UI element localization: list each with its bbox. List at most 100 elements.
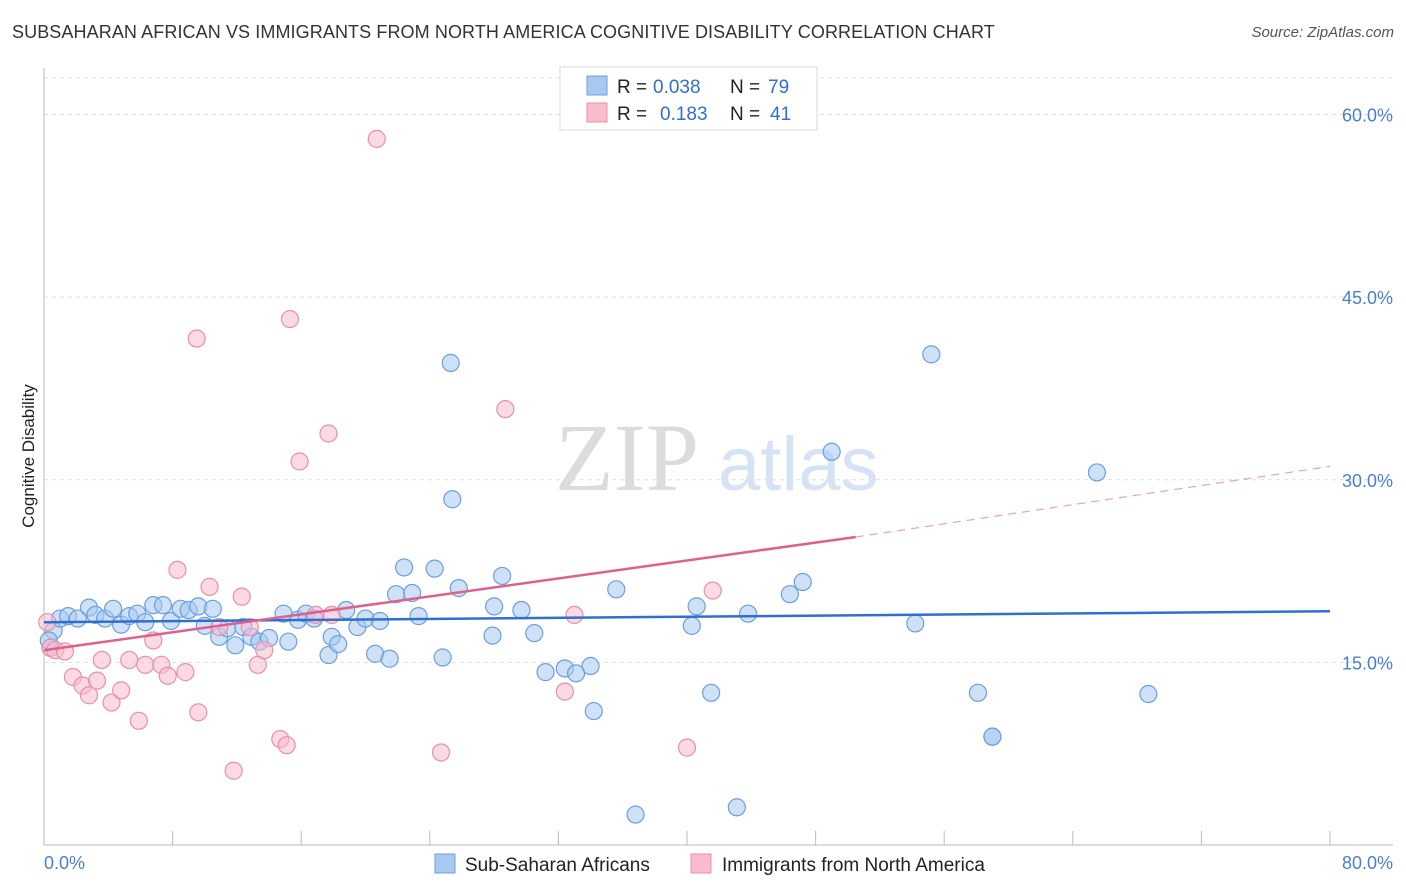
series-1-point — [443, 490, 462, 509]
chart-source: Source: ZipAtlas.com — [1251, 24, 1394, 41]
series-1-point — [906, 614, 925, 633]
series-2-point — [232, 587, 251, 606]
series-1-point — [1139, 684, 1158, 704]
series-1-point — [279, 632, 298, 651]
series-1-point — [968, 683, 988, 702]
series-1-point — [485, 597, 504, 616]
series-1-point — [483, 626, 502, 645]
series-1-point — [226, 636, 245, 655]
series-1-point — [409, 607, 428, 626]
series-2-point — [112, 681, 131, 700]
series-2-point — [280, 309, 300, 329]
series-2-trend-extension — [855, 465, 1331, 538]
series-2-point — [187, 329, 206, 348]
series-1-point — [983, 727, 1002, 746]
series-1-point — [727, 798, 746, 817]
legend-r-value-2: 0.183 — [660, 104, 708, 125]
series-2-point — [92, 650, 111, 670]
series-1-point — [687, 597, 706, 616]
legend-swatch-pink — [586, 102, 608, 123]
series-1-point — [1087, 463, 1107, 482]
series-legend: Sub-Saharan Africans Immigrants from Nor… — [434, 853, 985, 876]
series-2-point — [290, 452, 309, 471]
watermark-zip: ZIP — [555, 404, 699, 511]
data-points — [38, 129, 1158, 824]
series-1-point — [682, 616, 701, 635]
series-1-point — [370, 611, 390, 631]
series-1-point — [822, 442, 841, 461]
axes — [43, 68, 1393, 846]
series-1-point — [738, 604, 758, 623]
series-1-point — [584, 701, 603, 721]
series-2-point — [158, 666, 177, 685]
watermark: ZIP atlas — [555, 404, 879, 511]
watermark-atlas: atlas — [718, 422, 879, 507]
series-1-point — [425, 559, 444, 578]
legend-n-label-2: N = — [730, 104, 760, 125]
x-tick-label-max: 80.0% — [1342, 853, 1393, 873]
series-2-point — [129, 711, 148, 730]
series-1-point — [922, 345, 941, 364]
series-1-point — [380, 649, 399, 668]
series-1-point — [702, 683, 721, 702]
series-2-point — [431, 743, 451, 762]
series-2-point — [102, 693, 121, 712]
series-1-point — [793, 572, 812, 592]
bottom-legend-swatch-pink — [690, 853, 712, 874]
series-1-point — [581, 656, 600, 676]
legend-r-value-1: 0.038 — [653, 77, 701, 98]
chart-title: SUBSAHARAN AFRICAN VS IMMIGRANTS FROM NO… — [12, 22, 995, 42]
bottom-legend-swatch-blue — [434, 853, 456, 874]
series-1-point — [607, 580, 626, 599]
y-tick-label-15: 15.0% — [1342, 653, 1393, 673]
series-1-point — [566, 664, 586, 683]
stats-legend: R = 0.038 N = 79 R = 0.183 N = 41 — [559, 66, 818, 131]
series-1-point — [780, 585, 799, 604]
legend-n-value-2: 41 — [770, 104, 791, 125]
series-1-point — [104, 599, 123, 618]
series-2-point — [200, 577, 219, 596]
series-1-point — [441, 353, 460, 372]
series-2-point — [79, 686, 99, 705]
y-tick-label-45: 45.0% — [1342, 288, 1393, 308]
series-1-point — [525, 624, 544, 643]
series-2-point — [136, 655, 155, 674]
series-2-point — [224, 761, 243, 780]
series-2-point — [565, 605, 584, 625]
series-1-point — [493, 566, 512, 586]
series-1-point — [536, 663, 555, 682]
gridlines — [44, 77, 1393, 663]
series-1-point — [329, 635, 348, 654]
trend-lines — [43, 465, 1331, 652]
series-2-point — [255, 641, 274, 660]
series-2-point — [555, 682, 574, 701]
series-1-point — [153, 596, 173, 615]
series-2-point — [168, 560, 187, 579]
series-2-point — [319, 424, 338, 443]
series-1-point — [626, 805, 645, 824]
y-axis-title: Cognitive Disability — [19, 384, 38, 528]
legend-r-label-1: R = — [617, 77, 647, 98]
series-2-point — [87, 671, 107, 690]
y-tick-label-30: 30.0% — [1342, 471, 1393, 491]
series-2-point — [176, 663, 195, 682]
series-1-point — [394, 558, 414, 577]
x-tick-label-min: 0.0% — [44, 853, 85, 873]
series-2-point — [120, 650, 139, 670]
series-2-point — [189, 703, 208, 722]
legend-swatch-blue — [586, 75, 608, 96]
series-2-point — [277, 736, 296, 755]
bottom-legend-label-1: Sub-Saharan Africans — [465, 855, 650, 876]
series-2-trend-line — [43, 535, 856, 652]
legend-n-label-1: N = — [730, 77, 760, 98]
series-2-point — [703, 581, 722, 600]
y-tick-labels: 15.0% 30.0% 45.0% 60.0% — [1342, 106, 1393, 674]
bottom-legend-label-2: Immigrants from North America — [722, 855, 985, 876]
series-1-point — [203, 599, 222, 618]
series-2-point — [677, 738, 697, 757]
series-2-point — [496, 400, 515, 419]
series-1-point — [512, 600, 531, 620]
y-tick-label-60: 60.0% — [1342, 106, 1393, 126]
legend-r-label-2: R = — [617, 104, 647, 125]
